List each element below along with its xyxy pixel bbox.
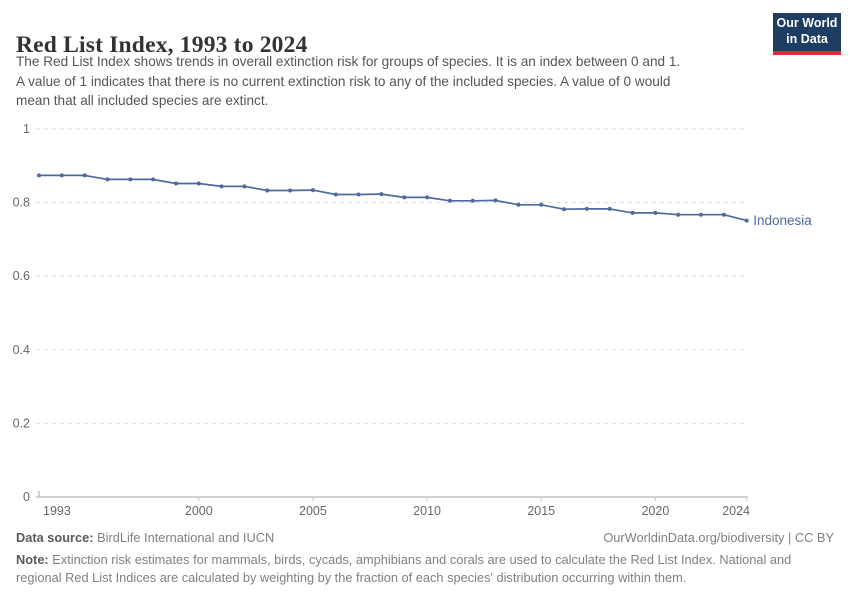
- data-point[interactable]: [105, 177, 110, 182]
- data-point[interactable]: [584, 206, 589, 211]
- y-gridlines: [36, 128, 748, 498]
- data-point[interactable]: [151, 177, 156, 182]
- x-tick-label: 2005: [299, 504, 327, 518]
- data-point[interactable]: [630, 210, 635, 215]
- subtitle-line: A value of 1 indicates that there is no …: [16, 73, 671, 89]
- y-tick-label: 0: [23, 490, 30, 504]
- data-point[interactable]: [310, 188, 315, 193]
- data-point[interactable]: [82, 173, 87, 178]
- owid-logo-red-bar: [773, 51, 841, 55]
- data-point[interactable]: [219, 184, 224, 189]
- data-point[interactable]: [402, 195, 407, 200]
- data-point[interactable]: [607, 206, 612, 211]
- y-tick-label: 1: [23, 122, 30, 136]
- data-point[interactable]: [516, 202, 521, 207]
- x-tick-label: 1993: [43, 504, 71, 518]
- data-point[interactable]: [59, 173, 64, 178]
- data-point[interactable]: [493, 198, 498, 203]
- data-point[interactable]: [539, 202, 544, 207]
- x-axis-labels: 1993 2000 2005 2010 2015 2020 2024: [43, 497, 750, 518]
- data-point[interactable]: [128, 177, 133, 182]
- y-axis-labels: 0 0.2 0.4 0.6 0.8 1: [13, 122, 30, 504]
- data-point[interactable]: [356, 192, 361, 197]
- subtitle-line: The Red List Index shows trends in overa…: [16, 54, 681, 69]
- data-point[interactable]: [447, 198, 452, 203]
- data-point[interactable]: [37, 173, 41, 178]
- subtitle-line: mean that all included species are extin…: [16, 93, 269, 108]
- attribution-link[interactable]: OurWorldinData.org/biodiversity | CC BY: [603, 530, 834, 545]
- x-tick-label: 2015: [527, 504, 555, 518]
- chart-subtitle: The Red List Index shows trends in overa…: [16, 52, 680, 111]
- data-point[interactable]: [425, 195, 430, 200]
- data-point[interactable]: [653, 210, 658, 215]
- data-point[interactable]: [562, 207, 567, 212]
- data-point[interactable]: [721, 212, 726, 217]
- data-point[interactable]: [744, 218, 749, 223]
- y-tick-label: 0.6: [13, 269, 30, 283]
- data-point[interactable]: [333, 192, 338, 197]
- chart-note: Note: Extinction risk estimates for mamm…: [16, 552, 792, 585]
- chart-footer: Data source: BirdLife International and …: [16, 530, 834, 586]
- owid-logo-text: Our World in Data: [773, 13, 841, 51]
- data-point[interactable]: [265, 188, 270, 193]
- x-tick-label: 2024: [722, 504, 750, 518]
- data-point[interactable]: [379, 192, 384, 197]
- owid-logo[interactable]: Our World in Data: [773, 13, 841, 55]
- data-point[interactable]: [676, 212, 681, 217]
- data-point[interactable]: [288, 188, 293, 193]
- data-point[interactable]: [196, 181, 201, 186]
- data-point[interactable]: [470, 198, 475, 203]
- y-tick-label: 0.2: [13, 416, 30, 430]
- series-line[interactable]: [39, 174, 747, 222]
- series-indonesia[interactable]: Indonesia: [37, 173, 812, 228]
- y-tick-label: 0.8: [13, 196, 30, 210]
- x-tick-label: 2000: [185, 504, 213, 518]
- page-title: Red List Index, 1993 to 2024: [16, 31, 308, 58]
- y-tick-label: 0.4: [13, 343, 30, 357]
- data-source: Data source: BirdLife International and …: [16, 530, 275, 545]
- data-point[interactable]: [699, 212, 703, 217]
- data-point[interactable]: [174, 181, 178, 186]
- data-point[interactable]: [242, 184, 247, 189]
- x-tick-label: 2010: [413, 504, 441, 518]
- x-tick-label: 2020: [641, 504, 669, 518]
- series-label-indonesia[interactable]: Indonesia: [753, 213, 812, 228]
